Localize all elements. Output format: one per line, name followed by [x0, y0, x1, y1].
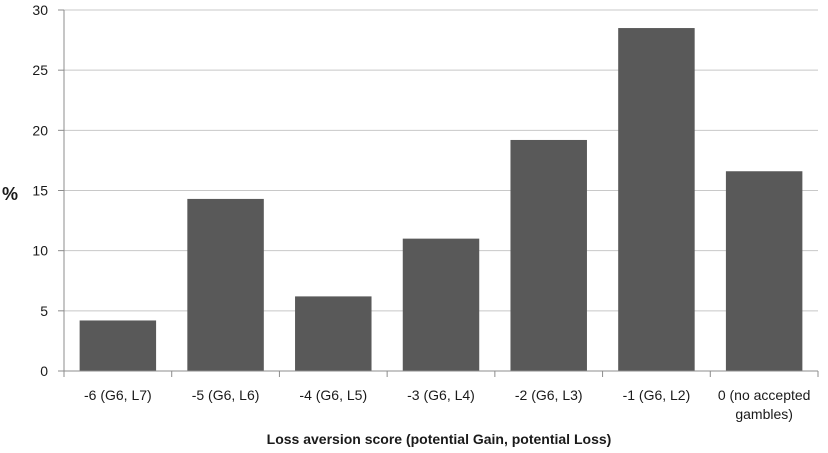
x-tick-label: -6 (G6, L7) [84, 387, 152, 403]
x-tick-label-line: -6 (G6, L7) [84, 387, 152, 403]
y-tick-label: 10 [32, 243, 48, 259]
y-tick-label: 25 [32, 62, 48, 78]
bar [510, 139, 587, 371]
x-tick-label-line: -3 (G6, L4) [407, 387, 475, 403]
bars [79, 28, 803, 372]
x-tick-label: -3 (G6, L4) [407, 387, 475, 403]
x-tick-label-line: 0 (no accepted [718, 387, 811, 403]
x-tick-label: 0 (no accepted gambles) [718, 387, 811, 422]
axes [58, 9, 819, 377]
x-tick-label: -5 (G6, L6) [192, 387, 260, 403]
x-tick-label-line: -4 (G6, L5) [299, 387, 367, 403]
bar [187, 198, 264, 371]
bar [295, 296, 372, 371]
x-tick-labels: -6 (G6, L7) -5 (G6, L6) -4 (G6, L5) -3 (G6,… [84, 387, 810, 422]
y-tick-label: 5 [40, 303, 48, 319]
x-tick-label: -4 (G6, L5) [299, 387, 367, 403]
x-tick-label-line: -2 (G6, L3) [515, 387, 583, 403]
x-tick-label-line: -5 (G6, L6) [192, 387, 260, 403]
y-tick-labels: 0 5 10 15 20 25 30 [32, 2, 48, 379]
x-tick-label: -1 (G6, L2) [623, 387, 691, 403]
bar [725, 171, 803, 371]
y-tick-label: 20 [32, 122, 48, 138]
bar [618, 28, 695, 372]
y-tick-label: 0 [40, 363, 48, 379]
x-axis-label: Loss aversion score (potential Gain, pot… [267, 431, 612, 447]
bar [79, 320, 157, 371]
y-axis-label: % [2, 184, 18, 204]
x-tick-label-line: -1 (G6, L2) [623, 387, 691, 403]
bar [402, 238, 480, 371]
x-tick-label-line: gambles) [735, 406, 793, 422]
x-tick-label: -2 (G6, L3) [515, 387, 583, 403]
y-tick-label: 30 [32, 2, 48, 18]
y-tick-label: 15 [32, 183, 48, 199]
